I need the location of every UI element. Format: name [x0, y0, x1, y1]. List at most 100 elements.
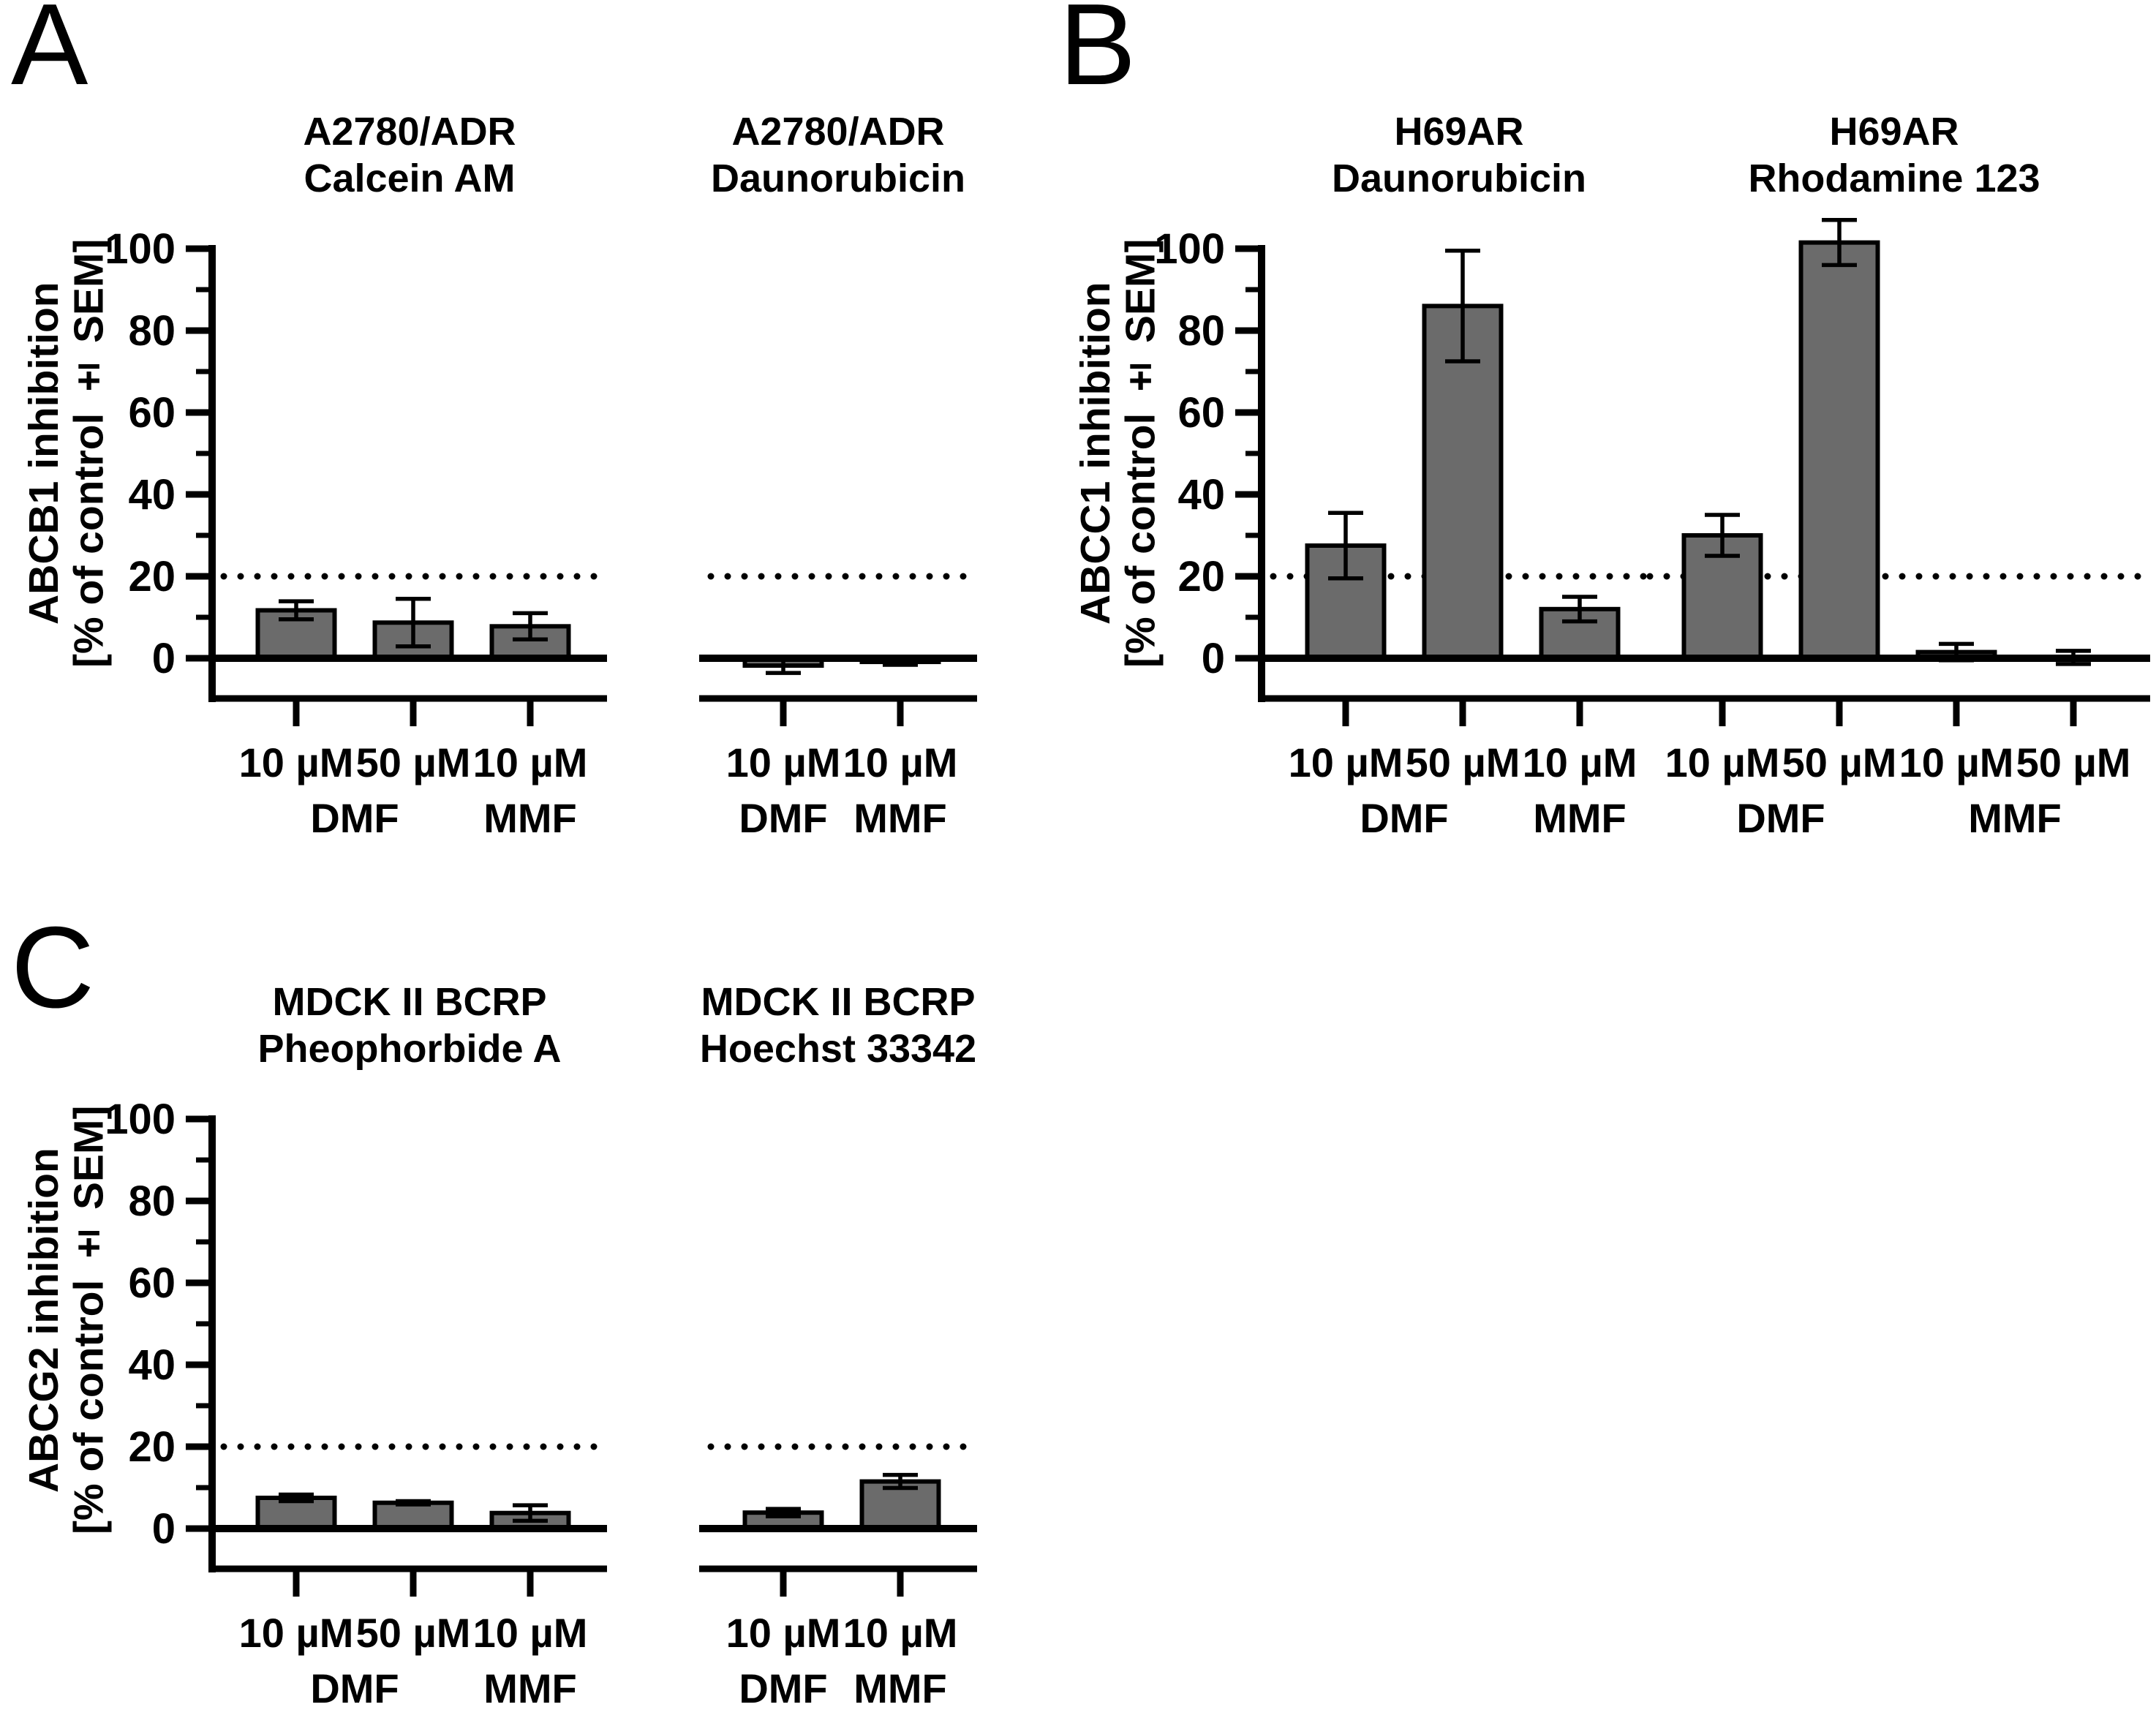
threshold-dot	[1270, 573, 1277, 580]
threshold-dot	[842, 573, 849, 580]
threshold-dot	[573, 573, 581, 580]
bar	[372, 1500, 454, 1531]
chart-mdck-pheophorbide-a: 0 20 40 60 80 100 MDCK II BCRP Pheophorbide A 10…	[95, 980, 614, 1718]
y-tick-label: 0	[152, 635, 176, 682]
y-tick-label: 80	[128, 307, 176, 355]
x-category-label: 50 µM	[1782, 739, 1897, 785]
y-tick-label: 0	[1202, 635, 1225, 682]
chart-title-line2: Daunorubicin	[1332, 157, 1586, 200]
threshold-dot	[825, 1443, 832, 1450]
x-group-label: MMF	[853, 1665, 947, 1711]
y-tick-label: 100	[105, 225, 176, 273]
x-group-label: MMF	[1533, 795, 1627, 841]
y-axis-label-line: ABCG2 inhibition	[20, 1148, 67, 1493]
threshold-dot	[758, 1443, 765, 1450]
y-tick-label: 100	[1154, 225, 1225, 273]
threshold-dot	[271, 573, 278, 580]
y-tick-label: 40	[128, 471, 176, 519]
threshold-dot	[926, 1443, 933, 1450]
threshold-dot	[1966, 573, 1973, 580]
threshold-dot	[388, 573, 396, 580]
threshold-dot	[909, 1443, 916, 1450]
chart-a2780-daunorubicin: A2780/ADR Daunorubicin 10 µM 10 µM DMF MMF	[695, 110, 984, 856]
x-category-label: 10 µM	[726, 1610, 841, 1656]
threshold-dot	[1663, 573, 1670, 580]
threshold-dot	[1387, 573, 1395, 580]
threshold-dot	[523, 1443, 530, 1450]
threshold-dot	[859, 573, 866, 580]
x-category-label: 50 µM	[2016, 739, 2131, 785]
y-tick-label: 20	[1177, 553, 1225, 600]
threshold-dot	[271, 1443, 278, 1450]
threshold-dot	[842, 1443, 849, 1450]
threshold-dot	[540, 573, 547, 580]
threshold-dot	[791, 573, 799, 580]
threshold-dot	[926, 573, 933, 580]
x-category-label: 10 µM	[726, 739, 841, 785]
y-tick-label: 80	[128, 1178, 176, 1225]
x-group-label: DMF	[739, 795, 827, 841]
threshold-dot	[422, 1443, 429, 1450]
panel-letter-b: B	[1059, 0, 1137, 109]
threshold-dot	[287, 1443, 295, 1450]
threshold-dot	[489, 1443, 497, 1450]
threshold-dot	[405, 573, 412, 580]
threshold-dot	[590, 1443, 598, 1450]
threshold-dot	[439, 573, 446, 580]
chart-h69ar-rhodamine123: H69AR Rhodamine 123 10 µM 50 µM 10 µM 50 µM DM…	[1634, 110, 2156, 856]
threshold-dot	[1983, 573, 1990, 580]
threshold-dot	[1539, 573, 1546, 580]
threshold-dot	[2117, 573, 2125, 580]
threshold-dot	[388, 1443, 396, 1450]
threshold-dot	[405, 1443, 412, 1450]
threshold-dot	[943, 573, 950, 580]
x-group-label: DMF	[310, 795, 399, 841]
threshold-dot	[758, 573, 765, 580]
threshold-dot	[825, 573, 832, 580]
threshold-dot	[304, 573, 312, 580]
x-category-label: 10 µM	[239, 739, 354, 785]
threshold-dot	[557, 1443, 564, 1450]
chart-title-line1: H69AR	[1394, 110, 1523, 154]
threshold-dot	[1623, 573, 1630, 580]
threshold-dot	[741, 573, 748, 580]
chart-title-line1: A2780/ADR	[303, 110, 516, 154]
threshold-dot	[254, 573, 261, 580]
threshold-dot	[439, 1443, 446, 1450]
threshold-dot	[1572, 573, 1580, 580]
y-tick-label: 0	[152, 1505, 176, 1553]
threshold-dot	[506, 573, 513, 580]
threshold-dot	[875, 573, 883, 580]
threshold-dot	[355, 573, 362, 580]
threshold-dot	[960, 1443, 967, 1450]
threshold-dot	[1286, 573, 1294, 580]
x-category-label: 10 µM	[1523, 739, 1637, 785]
threshold-dot	[724, 573, 731, 580]
y-tick-label: 60	[128, 1259, 176, 1307]
threshold-dot	[1606, 573, 1613, 580]
y-tick-label: 20	[128, 553, 176, 600]
x-category-label: 10 µM	[1289, 739, 1403, 785]
x-category-label: 10 µM	[239, 1610, 354, 1656]
threshold-dot	[707, 1443, 715, 1450]
threshold-dot	[875, 1443, 883, 1450]
threshold-dot	[237, 1443, 244, 1450]
threshold-dot	[338, 573, 345, 580]
threshold-dot	[707, 573, 715, 580]
threshold-dot	[741, 1443, 748, 1450]
threshold-dot	[422, 573, 429, 580]
threshold-dot	[489, 573, 497, 580]
threshold-dot	[943, 1443, 950, 1450]
threshold-dot	[456, 573, 463, 580]
y-tick-label: 60	[128, 389, 176, 437]
threshold-dot	[254, 1443, 261, 1450]
threshold-dot	[1915, 573, 1923, 580]
threshold-dot	[304, 1443, 312, 1450]
threshold-dot	[774, 1443, 782, 1450]
threshold-dot	[472, 573, 480, 580]
threshold-dot	[1646, 573, 1654, 580]
x-category-label: 50 µM	[356, 1610, 471, 1656]
x-category-label: 10 µM	[843, 739, 958, 785]
